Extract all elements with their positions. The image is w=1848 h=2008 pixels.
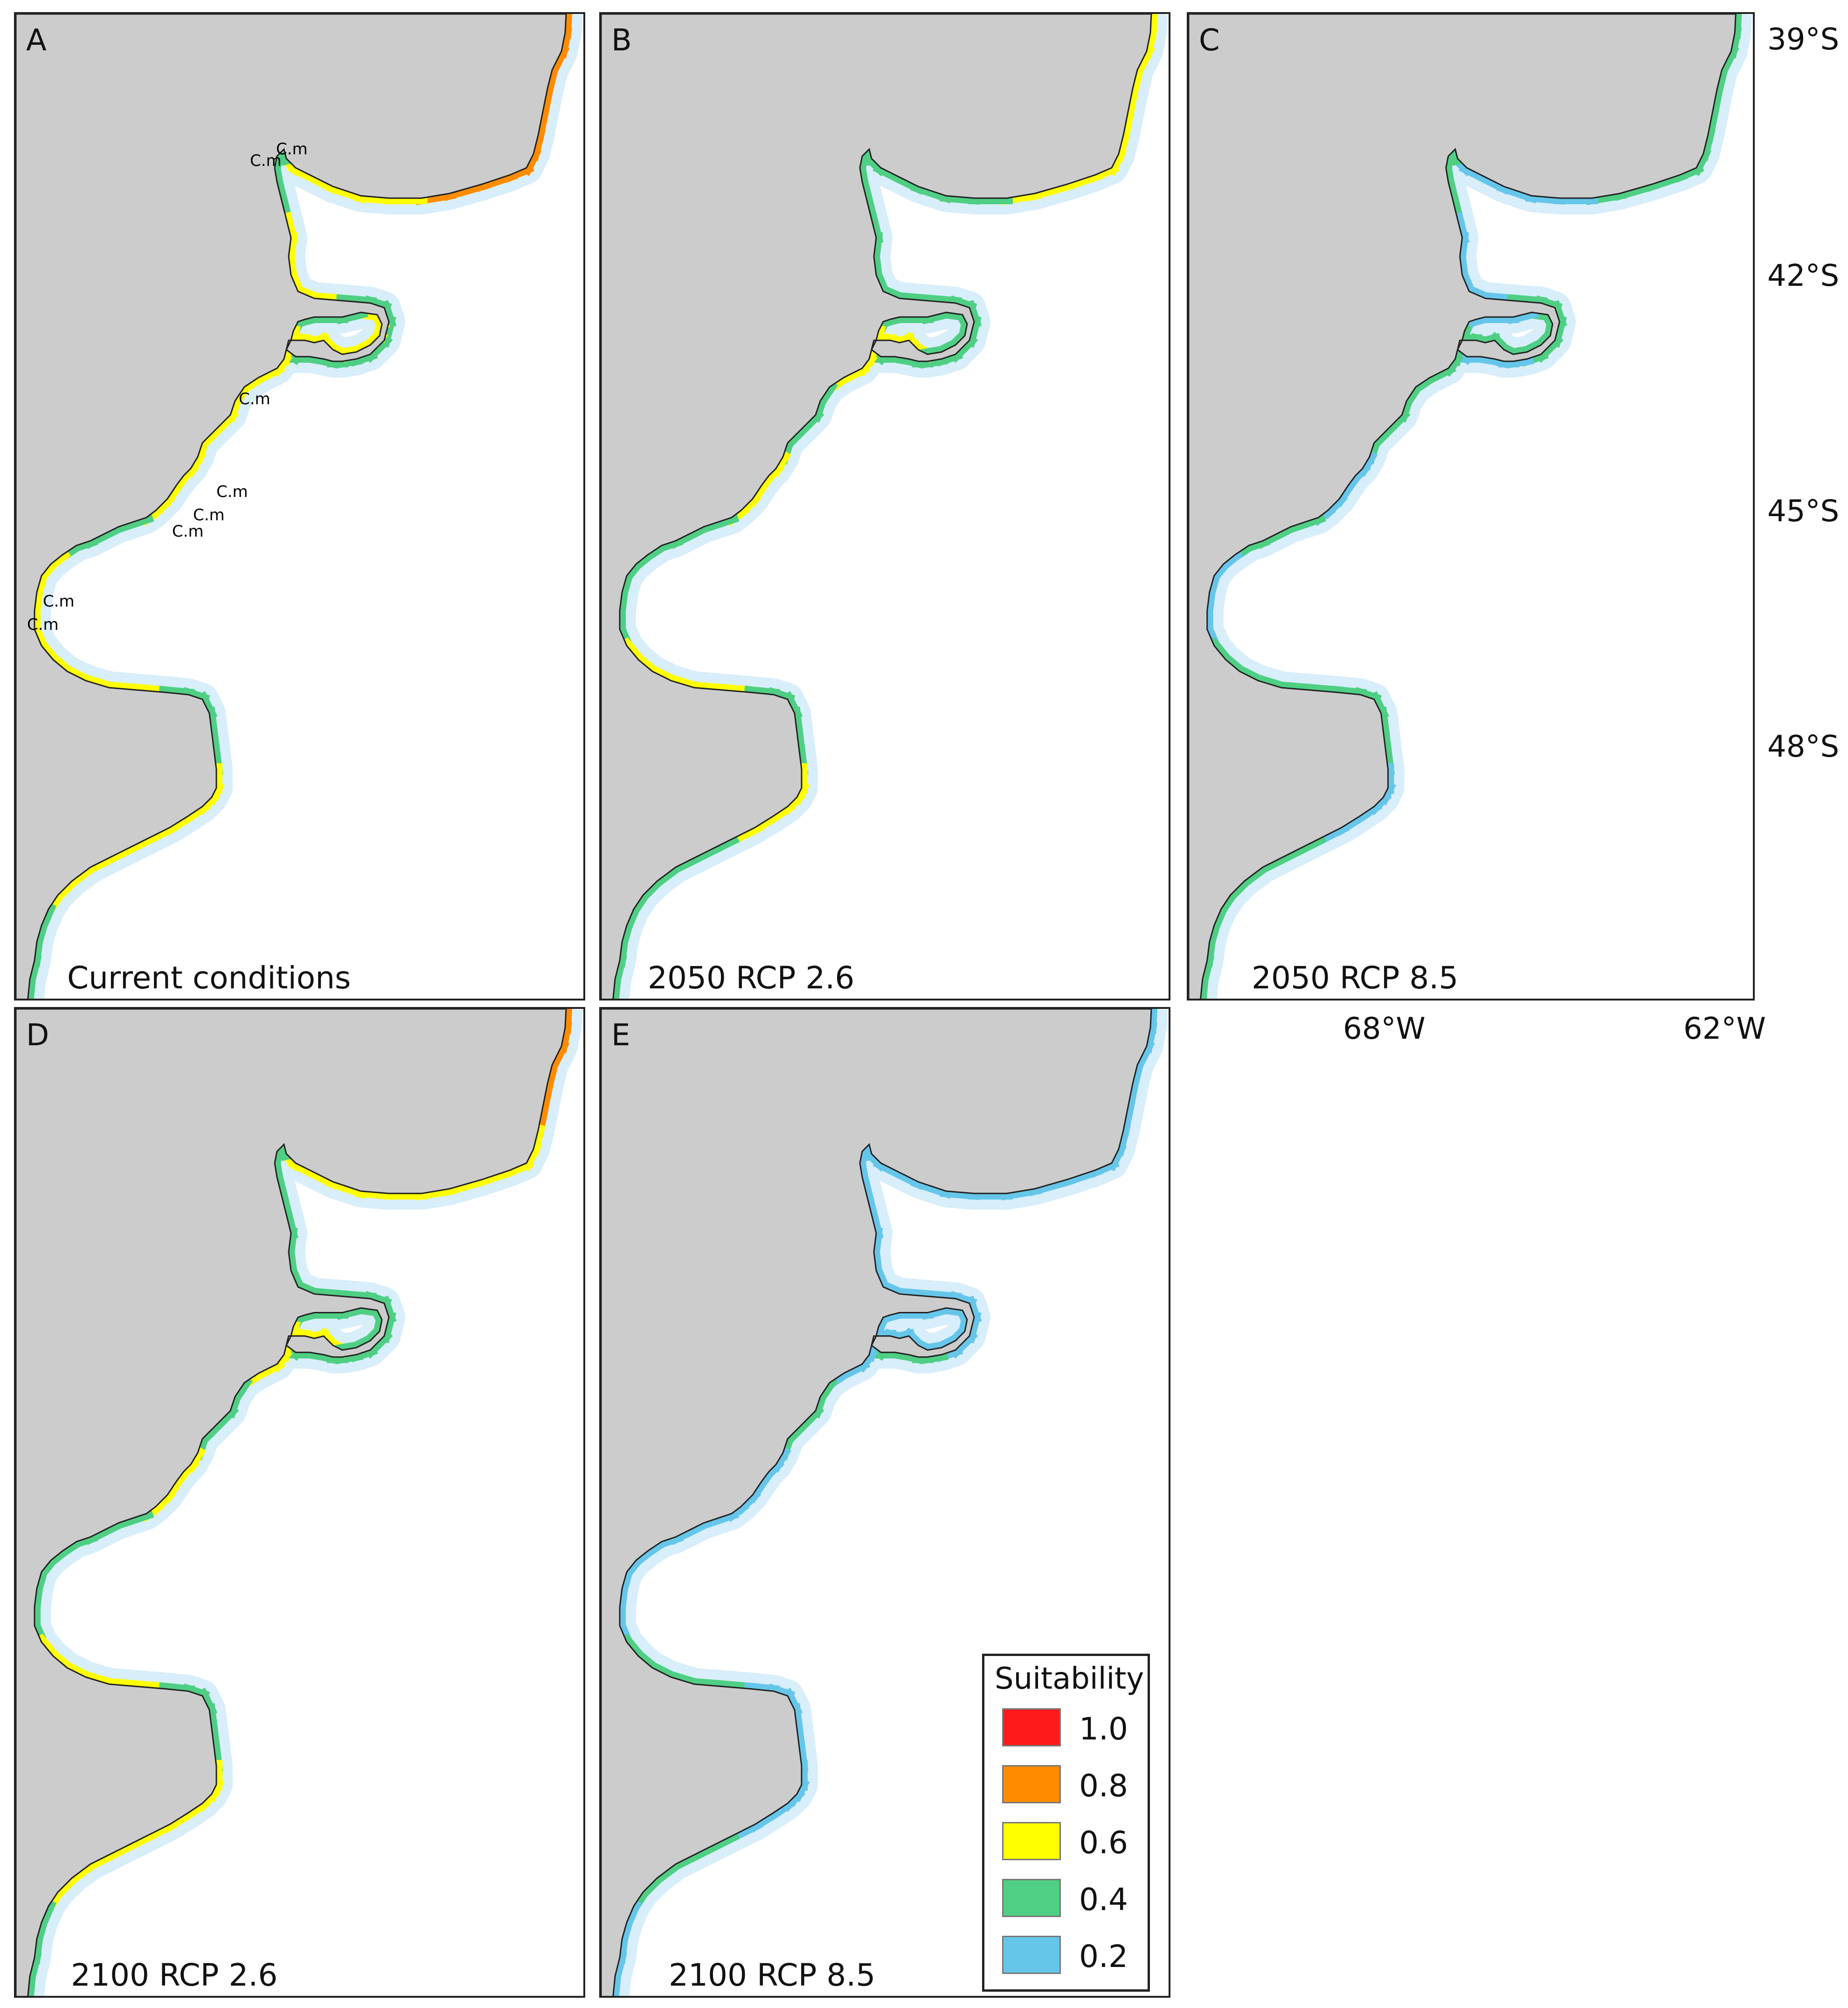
- panel-caption: 2050 RCP 2.6: [648, 960, 855, 996]
- latitude-label: 39°S: [1767, 22, 1840, 57]
- legend-swatch: [1002, 1765, 1061, 1803]
- longitude-label: 68°W: [1343, 1012, 1426, 1046]
- legend-item: 1.0: [1002, 1708, 1142, 1750]
- occurrence-marker: C.m: [27, 615, 59, 634]
- occurrence-marker: C.m: [276, 140, 308, 159]
- land-mass: [16, 1009, 567, 1996]
- legend-label: 1.0: [1079, 1711, 1128, 1747]
- legend-swatch: [1002, 1822, 1061, 1860]
- suitability-legend: Suitability 1.0 0.8 0.6 0.4 0.2: [982, 1654, 1150, 1992]
- panel-letter: C: [1199, 23, 1220, 58]
- occurrence-marker: C.m: [250, 152, 282, 170]
- land-mass: [16, 14, 567, 999]
- panel-caption: 2100 RCP 8.5: [669, 1957, 876, 1993]
- panel-letter: A: [26, 23, 47, 58]
- occurrence-marker: C.m: [216, 483, 248, 501]
- legend-item: 0.6: [1002, 1822, 1142, 1864]
- land-mass: [601, 14, 1152, 999]
- map-panel-a: A C.m C.m C.m C.m C.m C.m C.m C.m Curren…: [14, 12, 585, 1001]
- legend-item: 0.2: [1002, 1936, 1142, 1978]
- occurrence-marker: C.m: [43, 592, 75, 611]
- map-panel-d: D 2100 RCP 2.6: [14, 1007, 585, 1998]
- map-svg: [16, 14, 582, 999]
- longitude-label: 62°W: [1683, 1012, 1766, 1046]
- legend-item: 0.8: [1002, 1765, 1142, 1807]
- map-svg: [16, 1009, 582, 1996]
- panel-caption: 2050 RCP 8.5: [1252, 960, 1459, 996]
- land-mass: [1189, 14, 1737, 999]
- occurrence-marker: C.m: [239, 390, 270, 408]
- legend-label: 0.8: [1079, 1768, 1128, 1804]
- latitude-label: 45°S: [1767, 494, 1840, 529]
- latitude-label: 42°S: [1767, 259, 1840, 293]
- panel-caption: 2100 RCP 2.6: [71, 1957, 278, 1993]
- legend-swatch: [1002, 1879, 1061, 1917]
- panel-caption: Current conditions: [67, 960, 351, 996]
- panel-letter: E: [611, 1018, 630, 1053]
- map-panel-b: B 2050 RCP 2.6: [599, 12, 1170, 1001]
- occurrence-marker: C.m: [193, 506, 225, 524]
- land-mass: [601, 1009, 1152, 1996]
- map-svg: [601, 1009, 1168, 1996]
- legend-swatch: [1002, 1708, 1061, 1746]
- legend-swatch: [1002, 1936, 1061, 1974]
- legend-label: 0.6: [1079, 1825, 1128, 1861]
- panel-letter: B: [611, 23, 632, 58]
- legend-label: 0.4: [1079, 1882, 1128, 1918]
- occurrence-marker: C.m: [172, 522, 204, 541]
- legend-item: 0.4: [1002, 1879, 1142, 1921]
- map-svg: [1189, 14, 1752, 999]
- map-svg: [601, 14, 1168, 999]
- latitude-label: 48°S: [1767, 730, 1840, 764]
- legend-label: 0.2: [1079, 1939, 1128, 1974]
- map-panel-c: C 2050 RCP 8.5: [1187, 12, 1755, 1001]
- panel-letter: D: [26, 1018, 49, 1053]
- legend-title: Suitability: [995, 1662, 1144, 1696]
